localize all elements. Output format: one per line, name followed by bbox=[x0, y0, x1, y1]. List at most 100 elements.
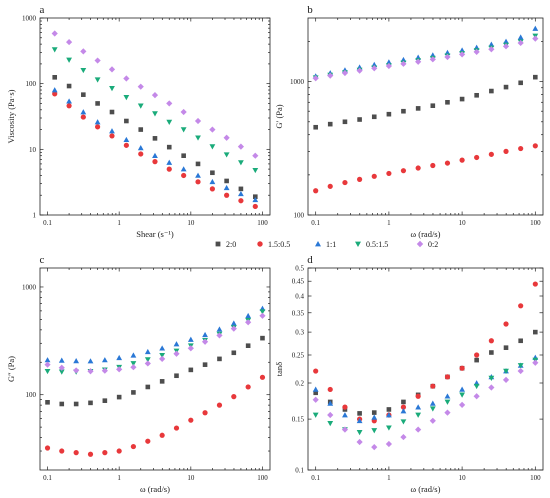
data-point bbox=[209, 178, 216, 185]
x-tick-label: 0.1 bbox=[43, 474, 52, 482]
panel-letter: c bbox=[40, 254, 45, 266]
data-point bbox=[138, 151, 144, 157]
panel-a: 0.1 1 10 100 1 10 100 1000 Shear (s⁻¹) Viscosity … bbox=[6, 4, 271, 239]
data-point bbox=[238, 160, 244, 166]
data-point bbox=[342, 179, 348, 186]
data-point bbox=[459, 51, 466, 58]
series-1:1 bbox=[51, 87, 259, 203]
x-axis-label: Shear (s⁻¹) bbox=[136, 229, 174, 239]
panel-letter: a bbox=[40, 4, 45, 16]
legend-marker bbox=[416, 240, 424, 248]
data-point bbox=[159, 432, 165, 438]
y-tick-label: 0.15 bbox=[292, 416, 305, 424]
data-point bbox=[152, 159, 158, 165]
data-point bbox=[459, 96, 465, 102]
data-point bbox=[385, 62, 392, 70]
data-point bbox=[502, 376, 510, 384]
data-point bbox=[52, 75, 58, 80]
data-point bbox=[188, 417, 194, 423]
data-point bbox=[357, 411, 362, 416]
data-point bbox=[503, 345, 509, 350]
series-0:2 bbox=[312, 359, 539, 451]
data-point bbox=[502, 43, 510, 50]
data-point bbox=[159, 355, 166, 362]
data-point bbox=[59, 448, 65, 454]
legend-marker bbox=[257, 241, 263, 247]
data-point bbox=[517, 34, 524, 40]
data-point bbox=[209, 144, 216, 150]
data-point bbox=[187, 336, 194, 342]
data-point bbox=[144, 357, 151, 363]
data-point bbox=[385, 425, 392, 431]
y-axis-label: G″ (Pa) bbox=[6, 356, 16, 382]
data-point bbox=[386, 170, 392, 177]
data-point bbox=[459, 365, 465, 371]
series-0:2 bbox=[312, 35, 539, 82]
data-point bbox=[473, 393, 480, 400]
data-point bbox=[444, 160, 451, 166]
series-1.5:0.5 bbox=[44, 374, 266, 457]
data-point bbox=[66, 103, 72, 109]
data-point bbox=[144, 360, 151, 367]
data-point bbox=[385, 440, 392, 448]
data-point bbox=[259, 312, 266, 319]
data-point bbox=[166, 159, 173, 165]
data-point bbox=[313, 390, 318, 396]
data-point bbox=[474, 352, 480, 358]
data-point bbox=[216, 332, 223, 339]
data-point bbox=[532, 281, 538, 287]
data-point bbox=[102, 398, 108, 403]
data-point bbox=[87, 358, 94, 364]
data-point bbox=[116, 366, 123, 373]
data-point bbox=[59, 401, 65, 407]
data-point bbox=[400, 419, 407, 425]
data-point bbox=[459, 392, 466, 398]
legend-marker bbox=[355, 241, 361, 247]
legend-item: 0.5:1.5 bbox=[355, 240, 388, 249]
data-point bbox=[173, 341, 180, 347]
y-tick-label: 0.35 bbox=[292, 309, 305, 317]
data-point bbox=[159, 345, 166, 351]
y-axis-label: G′ (Pa) bbox=[274, 104, 284, 128]
data-point bbox=[181, 172, 187, 179]
data-point bbox=[385, 412, 392, 418]
data-point bbox=[371, 410, 377, 415]
data-point bbox=[459, 157, 465, 163]
data-point bbox=[532, 359, 539, 366]
data-point bbox=[66, 83, 72, 89]
data-point bbox=[124, 118, 129, 124]
data-point bbox=[173, 350, 180, 357]
data-point bbox=[429, 406, 436, 412]
y-tick-label: 100 bbox=[294, 212, 305, 220]
data-point bbox=[444, 393, 451, 399]
y-tick-label: 0.5 bbox=[295, 265, 304, 273]
data-point bbox=[371, 428, 378, 434]
data-point bbox=[371, 173, 377, 179]
legend-marker bbox=[215, 241, 221, 247]
data-point bbox=[108, 66, 116, 73]
data-point bbox=[444, 374, 451, 380]
x-tick-label: 1 bbox=[387, 219, 391, 227]
data-point bbox=[88, 400, 93, 406]
data-point bbox=[80, 109, 87, 115]
data-point bbox=[216, 326, 223, 332]
y-tick-label: 1000 bbox=[22, 283, 37, 291]
data-point bbox=[259, 309, 266, 315]
data-point bbox=[401, 399, 406, 405]
data-point bbox=[66, 98, 72, 104]
data-point bbox=[517, 39, 524, 47]
panel-letter: d bbox=[307, 254, 313, 266]
data-point bbox=[94, 77, 101, 83]
data-point bbox=[312, 386, 319, 392]
data-point bbox=[194, 117, 202, 125]
data-point bbox=[459, 386, 466, 392]
data-point bbox=[73, 357, 80, 364]
data-point bbox=[231, 394, 237, 400]
data-point bbox=[430, 383, 436, 389]
data-point bbox=[166, 100, 173, 107]
data-point bbox=[371, 414, 378, 420]
data-point bbox=[445, 99, 450, 105]
data-point bbox=[195, 172, 201, 178]
data-point bbox=[459, 401, 466, 408]
y-tick-label: 1000 bbox=[22, 15, 37, 23]
